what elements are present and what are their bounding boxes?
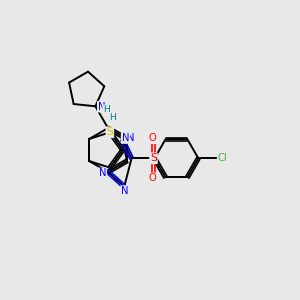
Text: N: N — [122, 133, 129, 143]
Text: Cl: Cl — [218, 153, 227, 163]
Text: N: N — [127, 133, 134, 142]
Text: O: O — [148, 173, 156, 183]
Text: N: N — [99, 168, 106, 178]
Text: S: S — [106, 127, 113, 137]
Text: N: N — [121, 186, 129, 196]
Text: H: H — [110, 112, 116, 122]
Text: N: N — [98, 102, 105, 112]
Text: S: S — [150, 153, 157, 163]
Text: H: H — [103, 105, 110, 114]
Text: O: O — [148, 133, 156, 143]
